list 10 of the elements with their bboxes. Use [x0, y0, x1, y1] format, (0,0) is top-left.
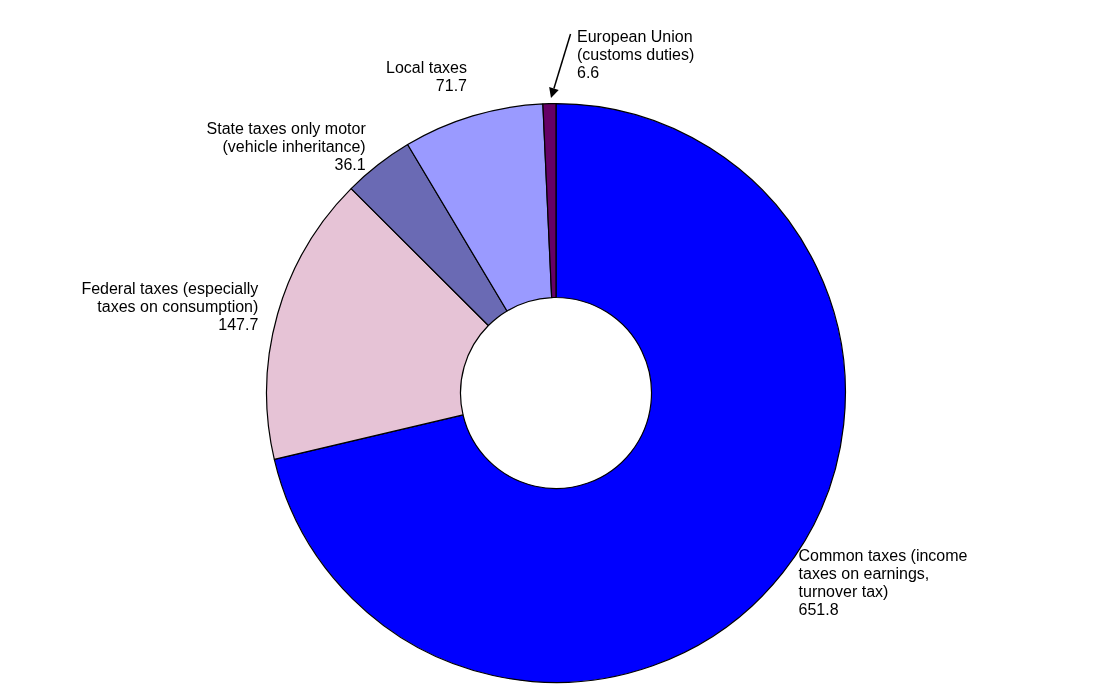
data-label: 36.1: [334, 156, 366, 174]
data-label: 651.8: [798, 601, 839, 619]
slice-label: Common taxes (income taxes on earnings, turnover tax): [798, 547, 968, 601]
slice-label: Federal taxes (especially taxes on consumption): [81, 279, 259, 315]
slice-label: State taxes only motor (vehicle inheritance): [206, 120, 367, 156]
data-label: 71.7: [435, 77, 468, 95]
slice-label: Local taxes: [386, 59, 467, 77]
data-label: 6.6: [576, 64, 600, 82]
slice-label: European Union (customs duties): [576, 28, 695, 64]
data-label: 147.7: [218, 315, 259, 333]
